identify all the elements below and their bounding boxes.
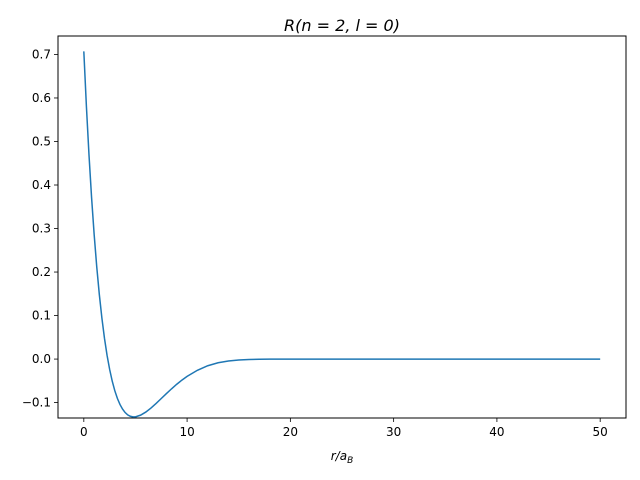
x-tick-label: 20	[283, 425, 298, 439]
y-tick-label: 0.2	[32, 265, 51, 279]
y-tick-label: 0.5	[32, 134, 51, 148]
x-axis-label: r/aB	[331, 449, 354, 466]
x-tick-label: 10	[179, 425, 194, 439]
y-tick-label: 0.3	[32, 222, 51, 236]
x-tick-label: 30	[386, 425, 401, 439]
x-tick-label: 40	[489, 425, 504, 439]
y-tick-label: 0.0	[32, 352, 51, 366]
chart-title: R(n = 2, l = 0)	[284, 16, 400, 35]
y-tick-label: 0.4	[32, 178, 51, 192]
x-axis-label-sub: B	[347, 456, 353, 466]
y-tick-label: −0.1	[22, 396, 51, 410]
y-tick-label: 0.6	[32, 91, 51, 105]
y-tick-label: 0.7	[32, 47, 51, 61]
chart-title-prefix: R	[284, 16, 295, 35]
series-line	[83, 51, 601, 418]
y-axis-ticks: −0.1 0.0 0.1 0.2 0.3 0.4 0.5 0.6 0.7	[22, 47, 58, 410]
plot-frame	[57, 35, 627, 419]
x-axis-ticks: 0 10 20 30 40 50	[80, 418, 608, 439]
y-tick-label: 0.1	[32, 309, 51, 323]
x-axis-label-main: r/a	[331, 449, 347, 463]
x-tick-label: 0	[80, 425, 88, 439]
x-tick-label: 50	[593, 425, 608, 439]
chart-title-text: (n = 2, l = 0)	[295, 16, 400, 35]
